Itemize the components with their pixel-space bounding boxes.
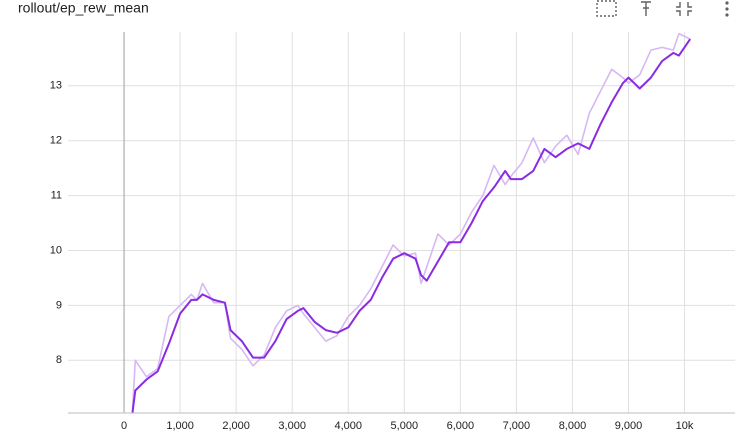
x-tick-label: 0 xyxy=(121,420,127,432)
fullscreen-button[interactable] xyxy=(676,2,692,16)
y-tick-label: 10 xyxy=(50,244,62,256)
axis-labels: 8 9 10 11 12 13 0 1,000 2,000 3,000 4,000 5,000 6,00… xyxy=(50,80,694,432)
x-tick-label: 3,000 xyxy=(278,420,306,432)
x-tick-label: 6,000 xyxy=(447,420,475,432)
x-tick-label: 1,000 xyxy=(166,420,194,432)
series-line xyxy=(131,32,691,410)
y-tick-label: 12 xyxy=(50,135,62,147)
x-tick-label: 5,000 xyxy=(391,420,419,432)
toolbar xyxy=(596,0,729,17)
x-tick-label: 9,000 xyxy=(615,420,643,432)
y-tick-label: 11 xyxy=(51,190,62,202)
x-tick-label: 7,000 xyxy=(503,420,531,432)
series-line xyxy=(131,38,692,413)
y-tick-label: 9 xyxy=(56,299,62,311)
x-tick-label: 10k xyxy=(676,420,694,432)
pin-button[interactable] xyxy=(641,1,651,16)
more-menu-button[interactable] xyxy=(725,1,729,17)
x-tick-label: 8,000 xyxy=(559,420,587,432)
fit-domain-button[interactable] xyxy=(596,0,617,17)
chart-title: rollout/ep_rew_mean xyxy=(18,0,149,16)
x-tick-label: 2,000 xyxy=(222,420,250,432)
plot-area xyxy=(131,32,692,413)
x-tick-label: 4,000 xyxy=(334,420,362,432)
grid xyxy=(68,32,735,414)
y-tick-label: 13 xyxy=(50,80,62,92)
y-tick-label: 8 xyxy=(56,354,62,366)
